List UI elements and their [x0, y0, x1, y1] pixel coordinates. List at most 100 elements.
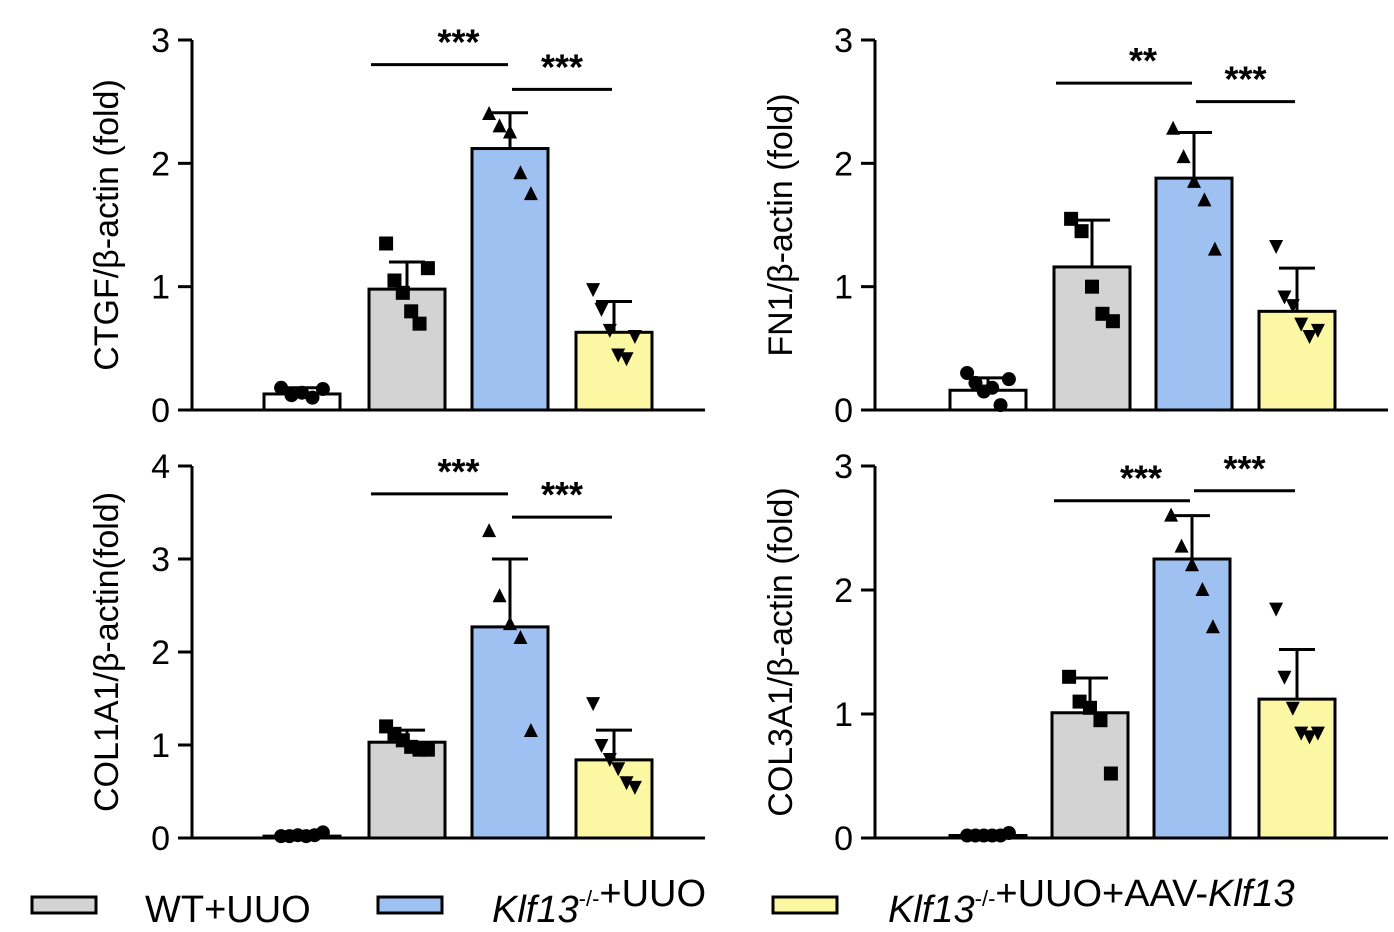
- data-point: [1103, 766, 1118, 781]
- data-point: [619, 352, 634, 367]
- data-point: [1302, 330, 1317, 344]
- significance-label: **: [1129, 40, 1157, 81]
- data-point: [1176, 149, 1191, 164]
- data-point: [503, 616, 517, 631]
- legend-label-part: +UUO+AAV-: [995, 873, 1208, 915]
- data-point: [1197, 192, 1212, 207]
- y-tick-label: 4: [151, 448, 170, 486]
- data-point: [492, 118, 507, 133]
- legend-swatch: [376, 895, 444, 915]
- data-point: [602, 752, 617, 767]
- legend-label-part: -/-: [579, 886, 600, 911]
- data-point: [1277, 290, 1292, 305]
- data-point: [586, 283, 601, 298]
- significance-label: ***: [541, 46, 583, 87]
- data-point: [1105, 314, 1120, 329]
- legend-label: WT+UUO: [145, 889, 311, 931]
- data-point: [1166, 120, 1181, 135]
- data-point: [1285, 701, 1300, 716]
- data-point: [1294, 317, 1309, 332]
- data-point: [513, 630, 528, 645]
- data-point: [274, 380, 289, 395]
- legend-item-3: Klf13-/-+UUO+AAV-Klf13: [771, 873, 1295, 931]
- legend-label: Klf13-/-+UUO+AAV-Klf13: [888, 873, 1295, 931]
- data-point: [1302, 730, 1317, 745]
- legend-label-part: Klf13: [1208, 873, 1295, 915]
- legend-label-part: +UUO: [599, 873, 706, 915]
- y-tick-label: 0: [834, 392, 853, 430]
- y-tick-label: 0: [151, 392, 170, 430]
- bar-KO+UUO: [1154, 176, 1234, 412]
- data-point: [985, 380, 1000, 395]
- data-point: [404, 304, 419, 319]
- data-point: [594, 302, 609, 317]
- data-point: [611, 762, 626, 777]
- data-point: [412, 316, 427, 331]
- data-point: [1195, 582, 1210, 596]
- data-point: [1001, 372, 1016, 387]
- data-point: [968, 375, 983, 390]
- y-tick-label: 1: [151, 269, 170, 307]
- data-point: [295, 385, 309, 400]
- data-point: [586, 697, 601, 712]
- legend-label-part: -/-: [975, 886, 996, 911]
- data-point: [1001, 826, 1016, 841]
- y-tick-label: 2: [151, 145, 170, 183]
- data-point: [1083, 700, 1097, 715]
- significance-label: ***: [1120, 458, 1162, 499]
- data-point: [993, 398, 1008, 413]
- y-tick-label: 3: [834, 448, 853, 486]
- data-point: [1207, 241, 1222, 256]
- y-tick-label: 2: [834, 572, 853, 610]
- data-point: [1187, 173, 1201, 188]
- chart-panels: 0 1 2 3 CTGF/β-actin (fold) *** *** 0 1 2 3 FN1/β-a…: [88, 22, 1388, 858]
- data-point: [627, 780, 642, 795]
- data-point: [594, 739, 609, 753]
- y-tick-label: 2: [834, 145, 853, 183]
- y-axis-label: CTGF/β-actin (fold): [88, 79, 126, 371]
- legend-swatch: [771, 895, 839, 915]
- legend-swatch: [30, 895, 98, 915]
- data-point: [523, 723, 538, 738]
- data-point: [492, 588, 507, 603]
- data-point: [1294, 726, 1309, 741]
- chart-panel-1: 0 1 2 3 CTGF/β-actin (fold) *** ***: [88, 22, 705, 430]
- data-point: [611, 348, 626, 363]
- data-point: [523, 186, 538, 201]
- data-point: [1269, 602, 1284, 617]
- data-point: [482, 523, 497, 538]
- y-tick-label: 3: [151, 541, 170, 579]
- y-tick-label: 1: [834, 269, 853, 307]
- data-point: [1074, 224, 1089, 239]
- significance-label: ***: [541, 474, 583, 515]
- data-point: [1185, 557, 1199, 572]
- bar-KO+UUO: [470, 147, 550, 412]
- data-point: [513, 165, 528, 180]
- bar-KO+UUO+AAV: [574, 330, 654, 412]
- data-point: [1269, 239, 1284, 254]
- bar-WT+UUO: [1052, 265, 1132, 412]
- data-point: [1174, 538, 1189, 553]
- significance-label: ***: [1224, 59, 1266, 100]
- data-point: [1310, 323, 1325, 338]
- y-tick-label: 3: [151, 22, 170, 60]
- legend-item-2: Klf13-/-+UUO: [376, 873, 706, 931]
- data-point: [619, 776, 634, 791]
- data-point: [627, 330, 642, 344]
- y-axis-label: COL3A1/β-actin (fold): [762, 487, 800, 816]
- data-point: [1205, 619, 1220, 634]
- data-point: [1164, 507, 1179, 522]
- y-tick-label: 3: [834, 22, 853, 60]
- y-tick-label: 0: [151, 820, 170, 858]
- legend-item-1: WT+UUO: [30, 889, 311, 931]
- y-axis-label: COL1A1/β-actin(fold): [88, 492, 126, 812]
- legend-label: Klf13-/-+UUO: [492, 873, 706, 931]
- significance-label: ***: [437, 451, 479, 492]
- data-point: [420, 742, 435, 757]
- significance-label: ***: [1223, 448, 1265, 489]
- chart-panel-3: 0 1 2 3 4 COL1A1/β-actin(fold) *** ***: [88, 448, 705, 858]
- data-point: [1064, 211, 1079, 226]
- data-point: [482, 106, 497, 120]
- legend-label-part: WT+UUO: [145, 889, 311, 931]
- data-point: [315, 382, 330, 397]
